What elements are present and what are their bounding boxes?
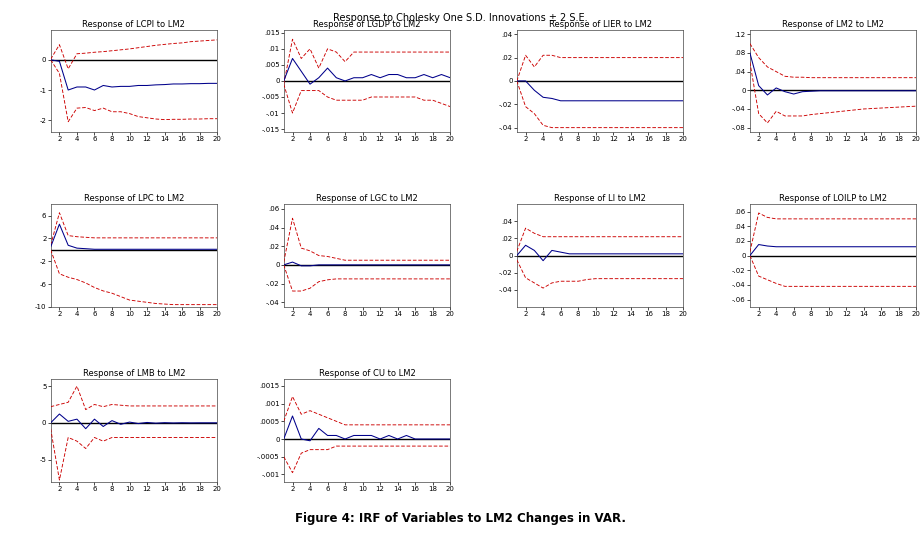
Title: Response of LGC to LM2: Response of LGC to LM2 xyxy=(316,194,418,203)
Title: Response of LPC to LM2: Response of LPC to LM2 xyxy=(84,194,184,203)
Title: Response of LI to LM2: Response of LI to LM2 xyxy=(554,194,646,203)
Title: Response of LCPI to LM2: Response of LCPI to LM2 xyxy=(83,20,185,29)
Title: Response of CU to LM2: Response of CU to LM2 xyxy=(319,369,415,378)
Title: Response of LOILP to LM2: Response of LOILP to LM2 xyxy=(779,194,887,203)
Title: Response of LGDP to LM2: Response of LGDP to LM2 xyxy=(313,20,421,29)
Text: Response to Cholesky One S.D. Innovations ± 2 S.E.: Response to Cholesky One S.D. Innovation… xyxy=(333,13,588,24)
Text: Figure 4: IRF of Variables to LM2 Changes in VAR.: Figure 4: IRF of Variables to LM2 Change… xyxy=(295,512,626,525)
Title: Response of LIER to LM2: Response of LIER to LM2 xyxy=(549,20,651,29)
Title: Response of LMB to LM2: Response of LMB to LM2 xyxy=(83,369,185,378)
Title: Response of LM2 to LM2: Response of LM2 to LM2 xyxy=(782,20,884,29)
